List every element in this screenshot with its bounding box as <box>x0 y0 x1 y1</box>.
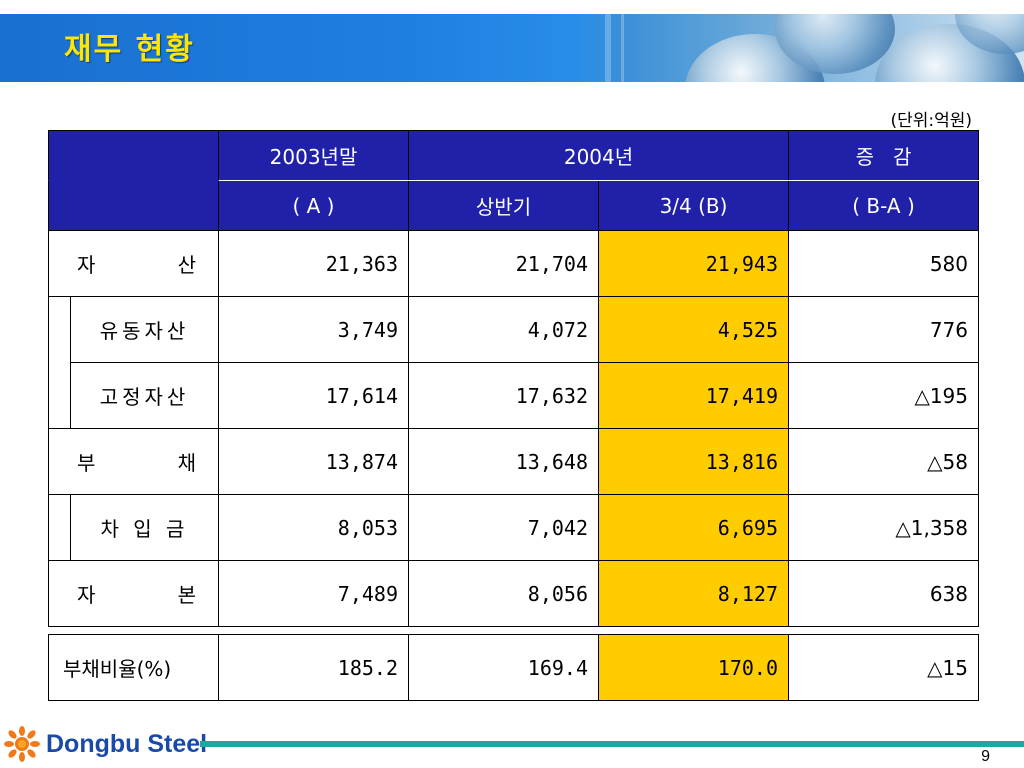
cell-change: △58 <box>788 428 979 495</box>
cell-2003: 7,489 <box>218 560 409 627</box>
cell-2003: 8,053 <box>218 494 409 561</box>
cell-2003: 3,749 <box>218 296 409 363</box>
cell-q3: 6,695 <box>598 494 789 561</box>
cell-change: 638 <box>788 560 979 627</box>
row-indent <box>48 494 71 561</box>
header-row-2: ( A ) 상반기 3/4 (B) ( B-A ) <box>48 180 979 231</box>
cell-2003: 21,363 <box>218 230 409 297</box>
cell-h1: 21,704 <box>408 230 599 297</box>
table-row-borrowings: 차 입 금 8,053 7,042 6,695 △1,358 <box>48 494 979 561</box>
unit-label: (단위:억원) <box>890 111 972 131</box>
cell-2003: 13,874 <box>218 428 409 495</box>
cell-2003: 185.2 <box>218 634 409 701</box>
header-corner <box>48 130 219 181</box>
header-row-1: 2003년말 2004년 증 감 <box>48 130 979 181</box>
cell-change: △195 <box>788 362 979 429</box>
debt-ratio-table: 부채비율(%) 185.2 169.4 170.0 △15 <box>48 634 979 701</box>
cell-q3: 13,816 <box>598 428 789 495</box>
header-change: 증 감 <box>788 130 979 181</box>
cell-2003: 17,614 <box>218 362 409 429</box>
cell-h1: 8,056 <box>408 560 599 627</box>
cell-change: △15 <box>788 634 979 701</box>
table-row-current-assets: 유동자산 3,749 4,072 4,525 776 <box>48 296 979 363</box>
row-indent <box>48 296 71 363</box>
cell-h1: 17,632 <box>408 362 599 429</box>
cell-change: 580 <box>788 230 979 297</box>
row-indent <box>48 362 71 429</box>
header-corner-bottom <box>48 180 219 231</box>
header-change-ba: ( B-A ) <box>788 180 979 231</box>
cell-h1: 169.4 <box>408 634 599 701</box>
cell-h1: 4,072 <box>408 296 599 363</box>
header-2004-q3: 3/4 (B) <box>598 180 789 231</box>
cell-q3: 17,419 <box>598 362 789 429</box>
page-title: 재무 현황 <box>64 32 195 67</box>
financial-table: 2003년말 2004년 증 감 ( A ) 상반기 3/4 (B) ( B-A… <box>48 130 979 627</box>
sun-icon <box>4 726 40 762</box>
footer-divider <box>200 741 1024 747</box>
cell-change: 776 <box>788 296 979 363</box>
row-label-borrowings: 차 입 금 <box>70 494 219 561</box>
cell-q3: 8,127 <box>598 560 789 627</box>
cell-change: △1,358 <box>788 494 979 561</box>
cell-h1: 7,042 <box>408 494 599 561</box>
header-2003-a: ( A ) <box>218 180 409 231</box>
cell-q3: 170.0 <box>598 634 789 701</box>
cell-q3: 4,525 <box>598 296 789 363</box>
table-row-fixed-assets: 고정자산 17,614 17,632 17,419 △195 <box>48 362 979 429</box>
table-row-debt-ratio: 부채비율(%) 185.2 169.4 170.0 △15 <box>48 634 979 701</box>
header-2003: 2003년말 <box>218 130 409 181</box>
cell-q3: 21,943 <box>598 230 789 297</box>
row-label-fixed-assets: 고정자산 <box>70 362 219 429</box>
company-logo: Dongbu Steel <box>4 724 207 764</box>
title-banner: 재무 현황 <box>0 14 1024 82</box>
header-2004-h1: 상반기 <box>408 180 599 231</box>
page-number: 9 <box>981 748 990 765</box>
steel-coil-banner-image <box>575 14 1024 82</box>
brand-name: Dongbu Steel <box>46 729 208 758</box>
header-2004: 2004년 <box>408 130 789 181</box>
row-label-debt-ratio: 부채비율(%) <box>48 634 219 701</box>
cell-h1: 13,648 <box>408 428 599 495</box>
row-label-current-assets: 유동자산 <box>70 296 219 363</box>
